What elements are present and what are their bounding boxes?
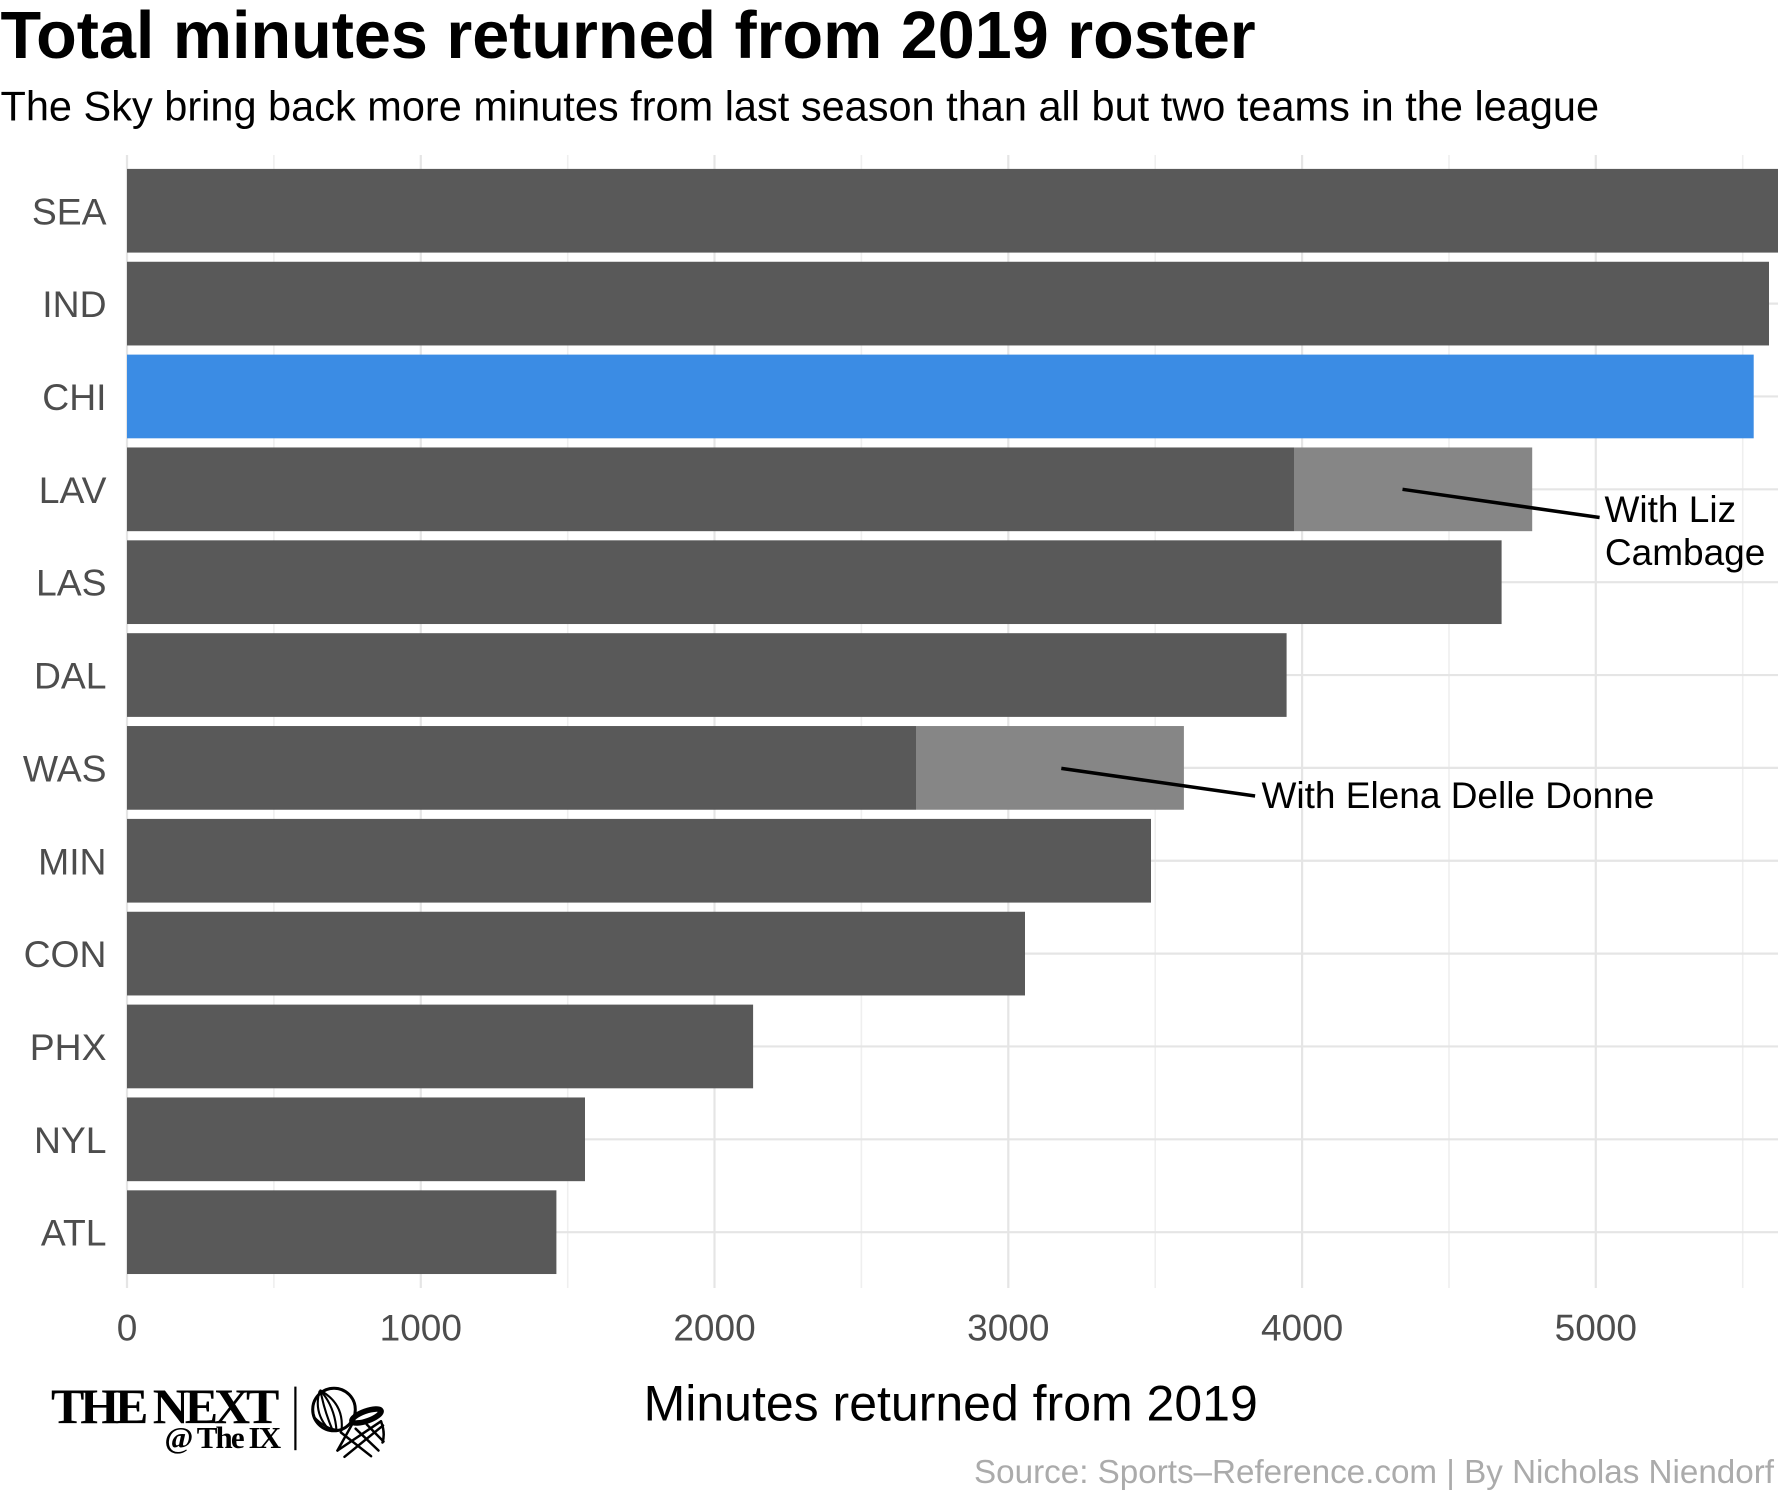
svg-text:IND: IND — [42, 283, 106, 325]
svg-text:MIN: MIN — [38, 840, 106, 882]
svg-text:3000: 3000 — [967, 1308, 1049, 1349]
svg-text:CHI: CHI — [42, 376, 106, 418]
svg-text:WAS: WAS — [23, 747, 107, 789]
svg-text:SEA: SEA — [32, 190, 107, 232]
svg-text:Minutes returned from 2019: Minutes returned from 2019 — [644, 1376, 1258, 1432]
svg-text:Total minutes returned from 20: Total minutes returned from 2019 roster — [1, 0, 1256, 73]
svg-text:LAV: LAV — [39, 469, 107, 511]
svg-text:PHX: PHX — [30, 1026, 107, 1068]
svg-text:0: 0 — [117, 1308, 138, 1349]
svg-text:With Elena Delle Donne: With Elena Delle Donne — [1262, 775, 1655, 816]
svg-text:@ The IX: @ The IX — [165, 1420, 282, 1455]
svg-text:4000: 4000 — [1261, 1308, 1343, 1349]
svg-text:Cambage: Cambage — [1605, 532, 1765, 573]
svg-text:Source: Sports–Reference.com |: Source: Sports–Reference.com | By Nichol… — [974, 1454, 1775, 1491]
svg-text:LAS: LAS — [36, 562, 107, 604]
svg-text:DAL: DAL — [34, 655, 107, 697]
svg-text:1000: 1000 — [380, 1308, 462, 1349]
svg-text:2000: 2000 — [673, 1308, 755, 1349]
svg-text:5000: 5000 — [1555, 1308, 1637, 1349]
svg-text:THE NEXT: THE NEXT — [51, 1378, 279, 1434]
svg-text:The Sky bring back more minute: The Sky bring back more minutes from las… — [1, 83, 1600, 130]
svg-text:ATL: ATL — [41, 1212, 107, 1254]
svg-text:With Liz: With Liz — [1605, 489, 1737, 530]
svg-text:CON: CON — [24, 933, 107, 975]
svg-text:NYL: NYL — [34, 1119, 107, 1161]
